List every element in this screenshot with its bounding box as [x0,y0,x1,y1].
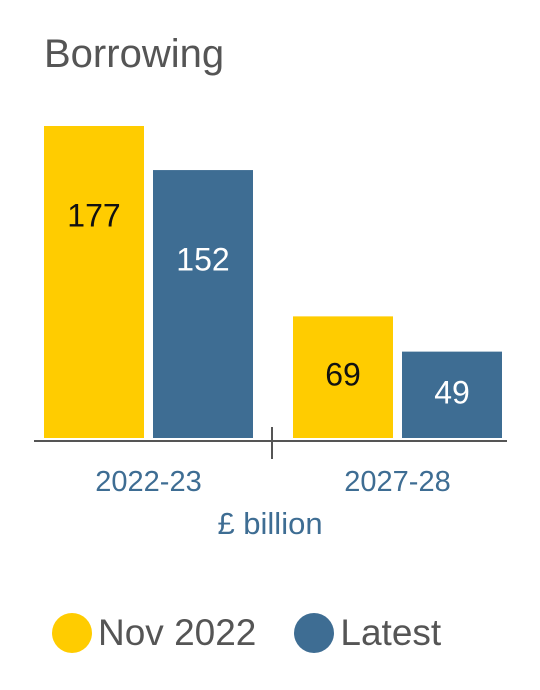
legend-item-latest: Latest [294,612,441,654]
data-label-nov-2022-2027-28: 69 [325,357,361,393]
legend-swatch-latest [294,613,334,653]
data-label-latest-2022-23: 152 [176,242,229,278]
data-label-latest-2027-28: 49 [434,374,470,410]
legend: Nov 2022 Latest [52,612,479,654]
x-tick-label-2027-28: 2027-28 [344,466,450,498]
tick-labels-group: 2022-23 2027-28 [95,466,450,498]
legend-label-nov-2022: Nov 2022 [98,612,256,654]
legend-swatch-nov-2022 [52,613,92,653]
unit-label: £ billion [0,506,540,542]
bar-latest-2022-23 [153,170,253,438]
bar-nov-2022-2022-23 [44,126,144,438]
legend-label-latest: Latest [340,612,441,654]
x-tick-label-2022-23: 2022-23 [95,466,201,498]
legend-item-nov-2022: Nov 2022 [52,612,256,654]
data-label-nov-2022-2022-23: 177 [67,197,120,233]
bar-chart: 177 152 69 49 2022-23 2027-28 [0,0,540,500]
